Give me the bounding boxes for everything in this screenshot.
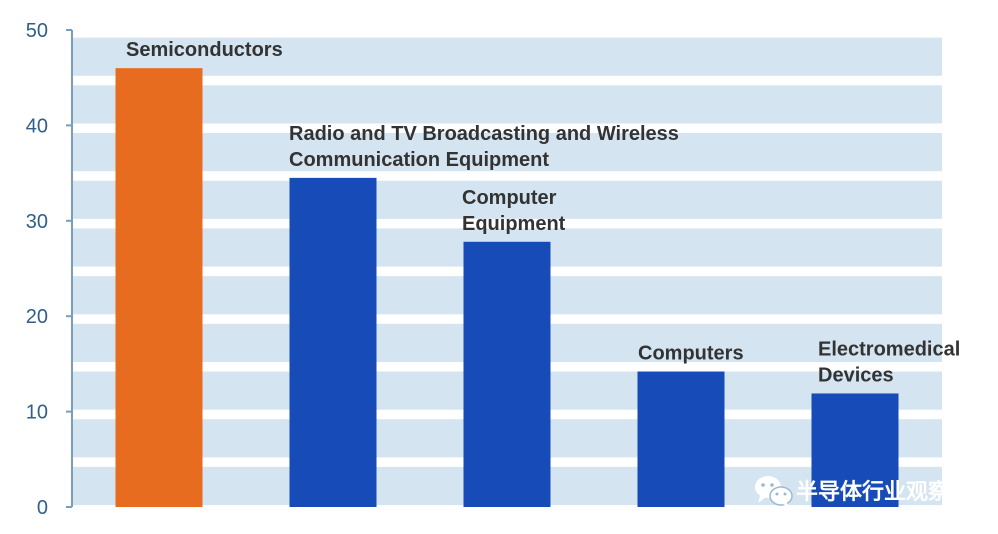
bar [289,177,377,507]
y-axis: 0 10 20 30 40 50 [26,20,73,519]
wechat-icon [755,476,793,508]
category-label: Communication Equipment [289,149,549,171]
watermark-text: 半导体行业观察 [796,479,951,505]
grid-band [72,133,942,172]
bars [115,68,899,507]
bar [463,241,551,507]
y-tick-label: 50 [26,20,48,42]
category-labels: Semiconductors Radio and TV Broadcasting … [126,39,960,386]
category-label: Devices [818,364,894,386]
category-label: Equipment [462,213,566,235]
category-label: Radio and TV Broadcasting and Wireless [289,123,679,145]
y-tick-label: 0 [37,497,48,519]
y-tick-label: 30 [26,211,48,233]
category-label: Computers [638,343,744,365]
y-tick-label: 40 [26,115,48,137]
y-tick-label: 20 [26,306,48,328]
bar [811,393,899,507]
category-label: Electromedical [818,338,960,360]
bar [637,371,725,507]
grid-band [72,180,942,219]
grid-band [72,85,942,124]
bar [115,68,203,507]
grid-band [72,37,942,76]
category-label: Computer [462,187,557,209]
category-label: Semiconductors [126,39,283,61]
y-tick-label: 10 [26,402,48,424]
watermark: 半导体行业观察 [755,476,951,508]
